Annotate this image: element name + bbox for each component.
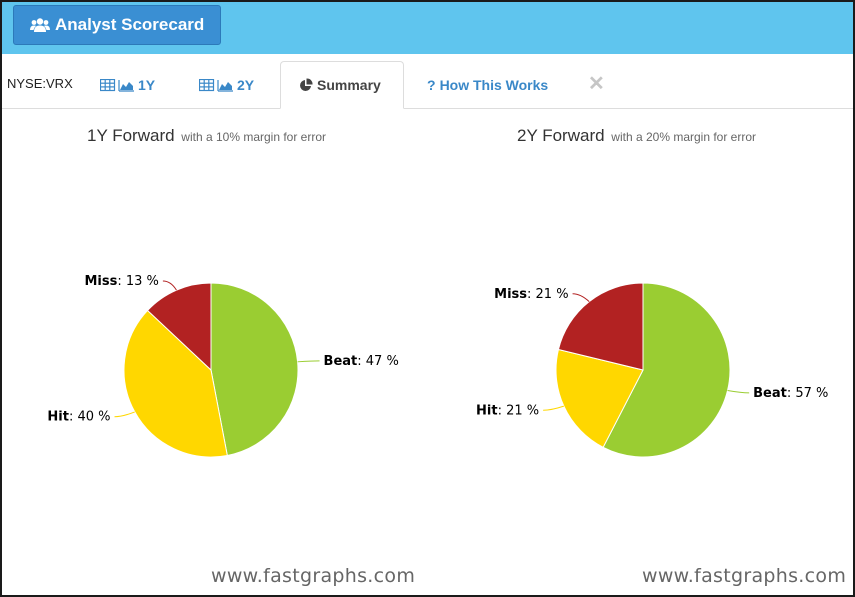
- analyst-scorecard-button[interactable]: Analyst Scorecard: [13, 5, 221, 45]
- tab-1y-label: 1Y: [138, 77, 156, 93]
- table-chart-icon: [100, 78, 134, 92]
- pie-2y-connector-beat: [727, 390, 750, 394]
- pie-1y-connector-hit: [114, 411, 135, 418]
- chart-2y-subtitle: with a 20% margin for error: [611, 130, 757, 144]
- tab-how-this-works-label: How This Works: [439, 77, 549, 93]
- pie-2y-slice-hit[interactable]: [555, 348, 644, 449]
- tab-summary-label: Summary: [317, 77, 381, 93]
- pie-icon: [299, 78, 313, 92]
- close-icon[interactable]: ✕: [588, 73, 605, 95]
- tab-1y[interactable]: 1Y: [100, 62, 155, 108]
- users-icon: [30, 17, 55, 33]
- pie-2y-label-hit: Hit: 21 %: [476, 403, 539, 418]
- pie-2y-connector-hit: [543, 405, 565, 411]
- pie-2y-label-beat: Beat: 57 %: [753, 386, 828, 401]
- table-chart-icon: [199, 78, 233, 92]
- pie-2y-slice-beat[interactable]: [602, 282, 731, 458]
- chart-1y-subtitle: with a 10% margin for error: [181, 130, 327, 144]
- watermark-left: www.fastgraphs.com: [211, 565, 416, 587]
- pie-1y-label-beat: Beat: 47 %: [324, 354, 399, 369]
- watermark-right: www.fastgraphs.com: [642, 565, 847, 587]
- pie-1y-slice-hit[interactable]: [123, 309, 228, 458]
- pie-1y-slice-beat[interactable]: [210, 282, 299, 457]
- pie-1y-label-miss: Miss: 13 %: [84, 274, 158, 289]
- pie-1y-label-hit: Hit: 40 %: [47, 410, 110, 425]
- chart-2y-title-text: 2Y Forward: [517, 126, 605, 145]
- pie-1y-connector-miss: [162, 280, 177, 291]
- ticker-label: NYSE:VRX: [7, 76, 73, 91]
- pie-2y-connector-miss: [572, 293, 590, 302]
- tab-how-this-works[interactable]: ? How This Works: [427, 62, 548, 108]
- question-icon: ?: [427, 77, 436, 93]
- chart-2y-title: 2Y Forward with a 20% margin for error: [517, 126, 756, 146]
- analyst-scorecard-label: Analyst Scorecard: [55, 15, 205, 34]
- chart-1y-title: 1Y Forward with a 10% margin for error: [87, 126, 326, 146]
- chart-1y-title-text: 1Y Forward: [87, 126, 175, 145]
- tab-summary[interactable]: Summary: [280, 61, 404, 109]
- tab-bar: NYSE:VRX 1Y: [2, 54, 853, 109]
- pie-2y-label-miss: Miss: 21 %: [494, 287, 568, 302]
- pie-2y-slice-miss[interactable]: [557, 282, 644, 371]
- header-bar: Analyst Scorecard: [2, 2, 853, 54]
- tab-2y[interactable]: 2Y: [199, 62, 254, 108]
- pie-1y-connector-beat: [297, 360, 320, 363]
- tab-2y-label: 2Y: [237, 77, 255, 93]
